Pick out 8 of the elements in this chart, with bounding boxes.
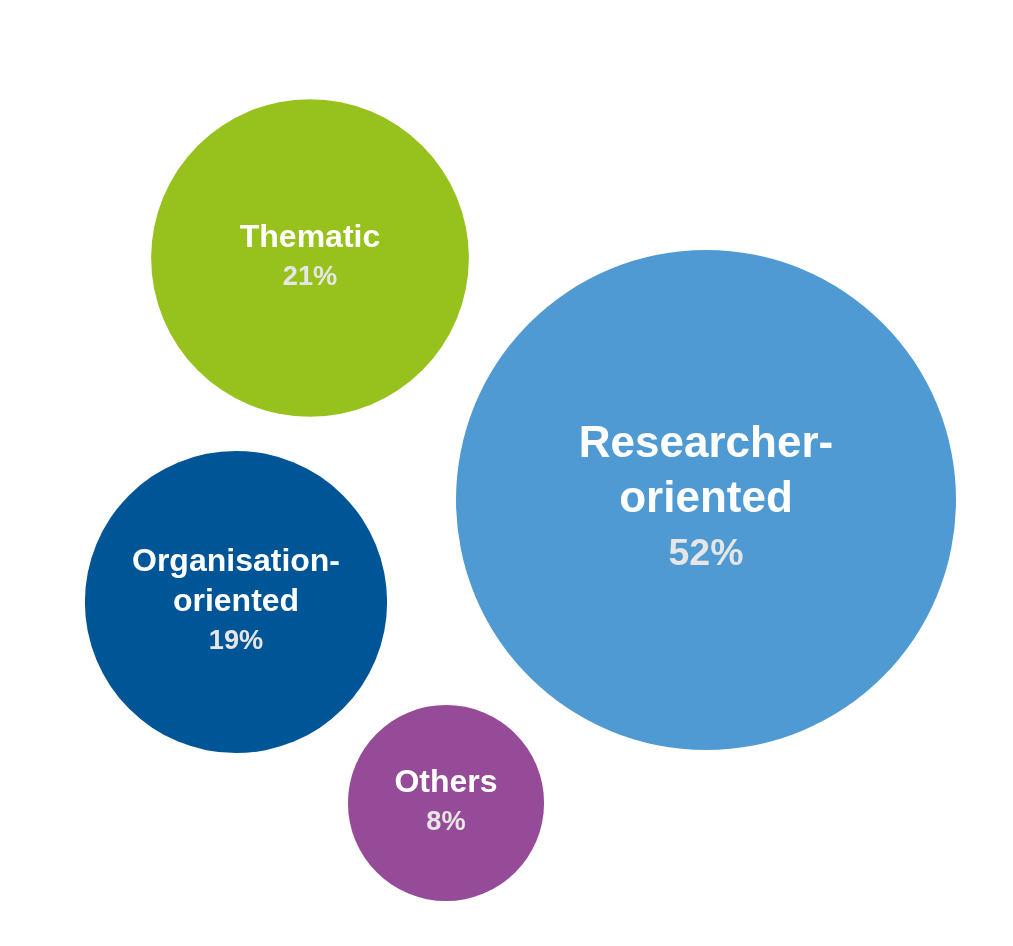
category-label: Others (394, 762, 498, 799)
category-label: Researcher-oriented (578, 417, 834, 522)
data-label: 8% (426, 805, 466, 837)
data-label: 19% (208, 624, 264, 656)
data-label: 52% (668, 531, 744, 574)
category-label: Organisation-oriented (131, 541, 341, 618)
data-label: 21% (282, 260, 338, 292)
category-label: Thematic (239, 217, 381, 254)
